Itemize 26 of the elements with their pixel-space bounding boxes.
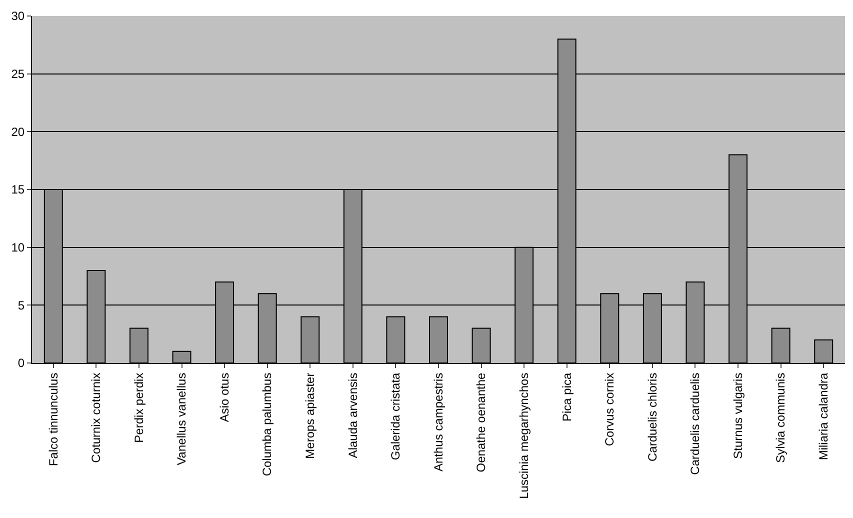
y-tick-label: 25: [11, 67, 25, 82]
x-tick-label: Columba palumbus: [260, 372, 274, 476]
x-tick-label: Perdix perdix: [132, 372, 146, 443]
x-tick-label: Asio otus: [217, 372, 232, 422]
y-tick-label: 0: [18, 356, 25, 370]
y-tick-label: 10: [11, 240, 25, 255]
x-tick-label: Sylvia communis: [774, 372, 788, 463]
x-tick-label: Merops apiaster: [303, 372, 318, 459]
y-tick-label: 20: [11, 124, 25, 139]
x-tick-label: Coturnix coturnix: [89, 372, 104, 463]
x-tick-label: Oenathe oenanthe: [474, 372, 488, 472]
x-tick-label: Carduelis chloris: [645, 372, 660, 462]
x-tick-label: Corvus cornix: [602, 372, 617, 446]
x-tick-label: Falco tinnunculus: [46, 372, 60, 466]
x-tick-label: Alauda arvensis: [346, 372, 360, 458]
y-tick-label: 30: [11, 9, 25, 24]
x-tick-label: Luscinia megarhynchos: [516, 372, 531, 499]
x-tick-label: Pica pica: [560, 372, 574, 422]
x-tick-label: Sturnus vulgaris: [730, 372, 745, 459]
y-tick-label: 15: [11, 182, 25, 197]
x-tick-label: Carduelis carduelis: [688, 372, 702, 475]
x-tick-label: Galerida cristata: [388, 372, 403, 460]
y-tick-label: 5: [18, 298, 25, 312]
x-tick-label: Miliaria calandra: [816, 372, 831, 460]
x-tick-label: Anthus campestris: [431, 372, 446, 472]
x-tick-label: Vanellus vanellus: [174, 372, 189, 466]
